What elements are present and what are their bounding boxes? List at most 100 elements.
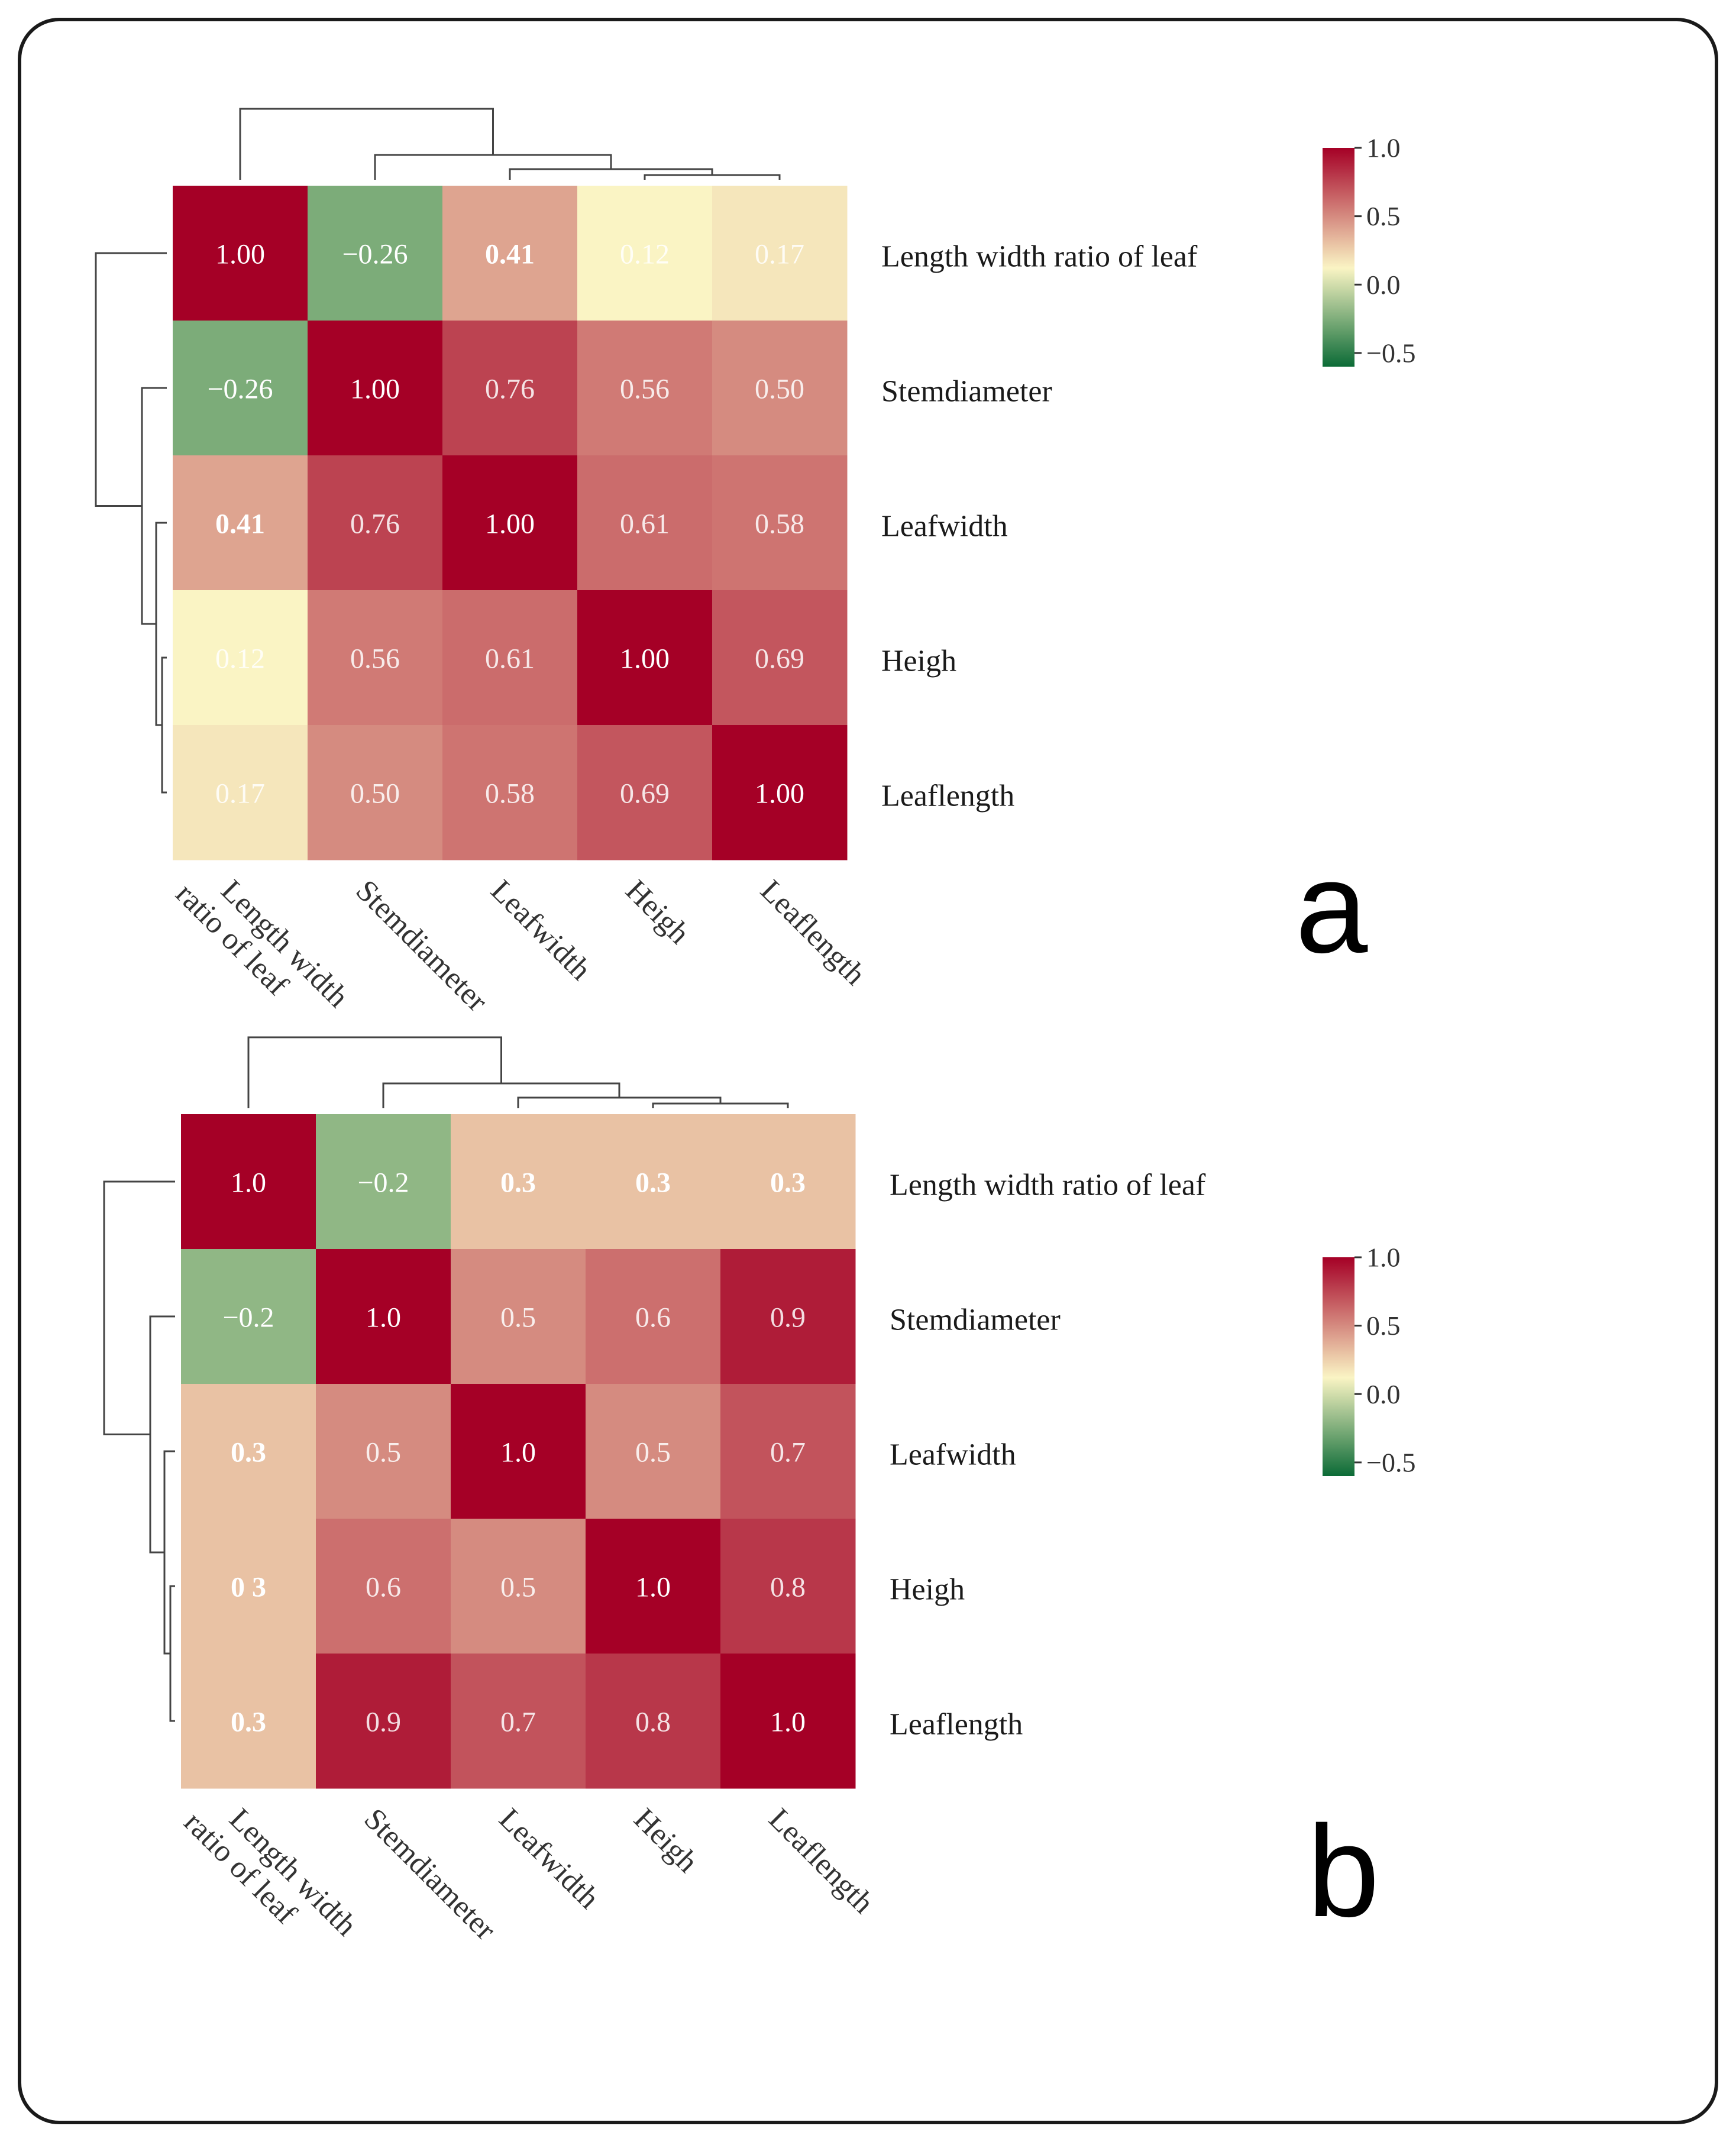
column-label: Leafwidth	[493, 1802, 606, 1915]
dendrogram-branch	[644, 174, 781, 180]
cell-value-label: 0.58	[755, 509, 804, 540]
cell-value-label: 1.00	[350, 374, 400, 405]
heatmap-cell	[586, 1384, 721, 1519]
dendrogram-branch	[161, 656, 167, 794]
heatmap-cell	[181, 1654, 316, 1789]
cell-value-label: 1.00	[620, 643, 670, 675]
heatmap-cell	[451, 1384, 586, 1519]
heatmap-cell	[720, 1654, 856, 1789]
colorbar-tick-label: 1.0	[1366, 1243, 1401, 1273]
heatmap-cell	[586, 1654, 721, 1789]
cell-value-label: 1.00	[485, 509, 535, 540]
cell-value-label: 0.6	[635, 1302, 671, 1334]
colorbar-tick-label: 0.5	[1366, 1311, 1401, 1341]
cell-value-label: 0.61	[620, 509, 670, 540]
heatmap-cell	[316, 1249, 451, 1384]
column-label: Stemdiameter	[350, 873, 494, 1018]
heatmap-cell	[181, 1249, 316, 1384]
dendrogram-branch	[247, 1036, 502, 1108]
colorbar-tick-label: 1.0	[1366, 133, 1401, 163]
cell-value-label: 0.3	[635, 1167, 671, 1199]
cell-value-label: 1.0	[231, 1167, 266, 1199]
heatmap-panel-a: 1.00 −0.26 0.41 0.12 0.17 −0.26 1.00 0.76 0.56 0.…	[95, 108, 1415, 1018]
row-label: Stemdiameter	[881, 375, 1052, 409]
cell-value-label: 0.5	[366, 1437, 401, 1468]
cell-value-label: 0.56	[350, 643, 400, 675]
column-label: Stemdiameter	[358, 1802, 503, 1947]
dendrogram-branch	[374, 154, 612, 180]
panel-letter: a	[1295, 834, 1368, 980]
cell-value-label: 0.41	[215, 509, 265, 540]
column-label: Length widthratio of leaf	[177, 1781, 363, 1967]
row-label: Heigh	[881, 645, 956, 678]
heatmap-cell	[442, 455, 578, 591]
heatmap-cell	[720, 1249, 856, 1384]
heatmap-cell	[712, 725, 848, 860]
cell-value-label: 0.17	[215, 778, 265, 810]
heatmap-cell	[173, 186, 308, 321]
heatmap-cell	[586, 1114, 721, 1250]
heatmap-cell	[712, 590, 848, 726]
dendrogram-branch	[141, 387, 167, 625]
dendrogram-branch	[239, 108, 494, 180]
column-dendrogram	[247, 1036, 789, 1108]
cell-value-label: 0.3	[231, 1707, 266, 1738]
row-dendrogram	[103, 1180, 175, 1722]
cell-value-label: 0 3	[231, 1572, 266, 1603]
heatmap-cell	[173, 590, 308, 726]
heatmap-cell	[712, 321, 848, 456]
heatmap-cell	[308, 321, 443, 456]
row-label: Heigh	[890, 1573, 965, 1607]
panel-letter: b	[1307, 1798, 1379, 1944]
heatmap-cell	[586, 1519, 721, 1654]
row-label: Leaflength	[890, 1708, 1023, 1742]
colorbar	[1323, 148, 1354, 367]
cell-value-label: 0.69	[755, 643, 804, 675]
heatmap-cell	[451, 1519, 586, 1654]
cell-value-label: 0.12	[620, 239, 670, 270]
cell-value-label: 1.0	[366, 1302, 401, 1334]
row-label: Leafwidth	[881, 510, 1008, 543]
cell-value-label: 0.5	[500, 1302, 536, 1334]
heatmap-cell	[181, 1519, 316, 1654]
heatmap-cell	[577, 590, 713, 726]
cell-value-label: 0.6	[366, 1572, 401, 1603]
dendrogram-branch	[95, 252, 167, 507]
cell-value-label: 0.61	[485, 643, 535, 675]
row-label: Length width ratio of leaf	[881, 240, 1198, 274]
heatmap-cell	[308, 186, 443, 321]
row-label: Stemdiameter	[890, 1303, 1061, 1337]
cell-value-label: 0.76	[350, 509, 400, 540]
cell-value-label: 0.9	[770, 1302, 806, 1334]
cell-value-label: 1.0	[500, 1437, 536, 1468]
colorbar-tick-label: 0.0	[1366, 270, 1401, 300]
cell-value-label: 1.0	[635, 1572, 671, 1603]
cell-value-label: 0.76	[485, 374, 535, 405]
column-dendrogram	[239, 108, 781, 180]
heatmap-cell	[316, 1654, 451, 1789]
cell-value-label: −0.26	[207, 374, 273, 405]
column-label: Leafwidth	[484, 873, 597, 986]
dendrogram-branch	[149, 1315, 175, 1554]
row-dendrogram	[95, 252, 167, 794]
cell-value-label: 1.00	[755, 778, 804, 810]
heatmap-panel-b: 1.0 −0.2 0.3 0.3 0.3 −0.2 1.0 0.5 0.6 0.9 0.3 0.5 1.…	[103, 1036, 1415, 1967]
heatmap-cell	[451, 1114, 586, 1250]
heatmap-cell	[308, 455, 443, 591]
heatmap-cell	[173, 321, 308, 456]
cell-value-label: 0.8	[770, 1572, 806, 1603]
dendrogram-branch	[382, 1082, 620, 1108]
heatmap-cell	[316, 1384, 451, 1519]
heatmap-cell	[442, 321, 578, 456]
heatmap-cell	[720, 1114, 856, 1250]
column-label: Heigh	[628, 1802, 704, 1879]
heatmap-cell	[451, 1249, 586, 1384]
cell-value-label: 0.8	[635, 1707, 671, 1738]
colorbar-tick-label: −0.5	[1366, 1447, 1415, 1477]
cell-value-label: 0.5	[500, 1572, 536, 1603]
heatmap-cell	[712, 455, 848, 591]
heatmap-cell	[577, 725, 713, 860]
cell-value-label: 0.56	[620, 374, 670, 405]
cell-value-label: 0.17	[755, 239, 804, 270]
